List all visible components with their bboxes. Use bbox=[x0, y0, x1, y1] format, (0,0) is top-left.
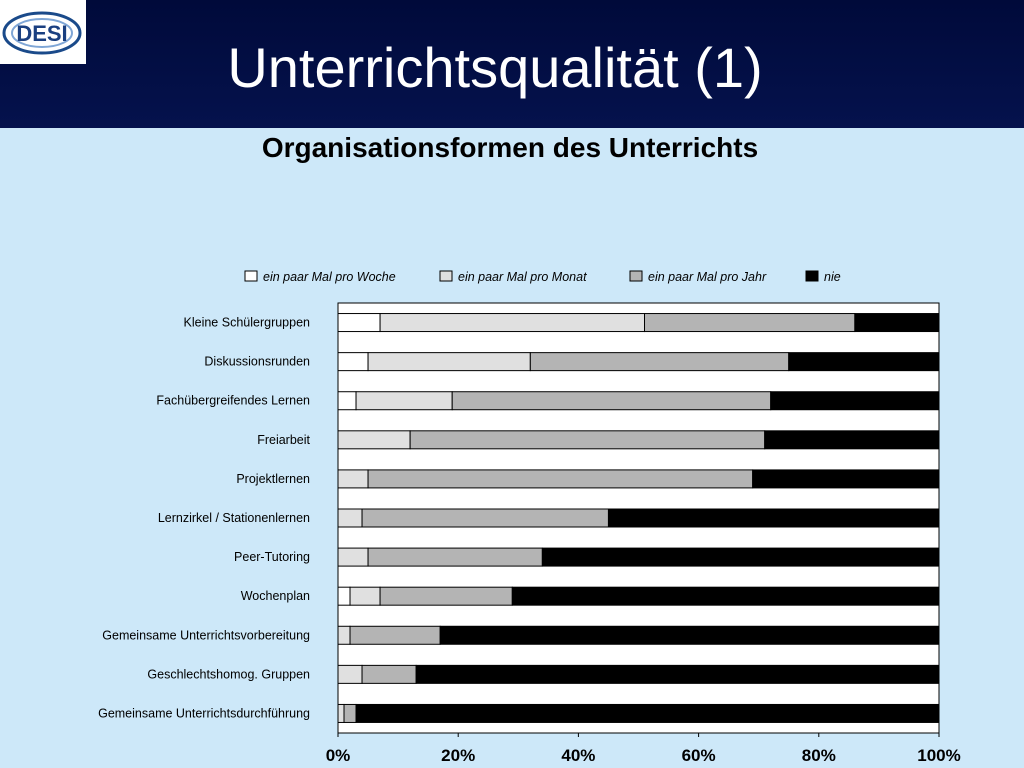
chart-title: Organisationsformen des Unterrichts bbox=[261, 132, 759, 163]
logo-icon: DESI bbox=[2, 11, 82, 55]
bar-segment bbox=[337, 430, 411, 450]
bar-segment bbox=[337, 352, 369, 372]
bar-segment bbox=[379, 313, 646, 333]
legend-label: ein paar Mal pro Woche bbox=[263, 270, 396, 284]
bar-segment bbox=[337, 469, 369, 489]
bar-segment bbox=[854, 313, 940, 333]
bar-segment bbox=[451, 391, 772, 411]
category-label: Gemeinsame Unterrichtsdurchführung bbox=[98, 706, 310, 720]
bar-segment bbox=[337, 508, 363, 528]
x-tick-label: 100% bbox=[917, 746, 960, 765]
legend-label: ein paar Mal pro Monat bbox=[458, 270, 587, 284]
category-label: Freiarbeit bbox=[257, 433, 310, 447]
bar-segment bbox=[409, 430, 766, 450]
x-tick-label: 80% bbox=[802, 746, 836, 765]
x-tick-label: 20% bbox=[441, 746, 475, 765]
category-label: Wochenplan bbox=[241, 589, 310, 603]
category-label: Projektlernen bbox=[236, 472, 310, 486]
bar-segment bbox=[337, 625, 351, 645]
bar-segment bbox=[337, 664, 363, 684]
category-label: Peer-Tutoring bbox=[234, 550, 310, 564]
legend-label: ein paar Mal pro Jahr bbox=[648, 270, 767, 284]
legend-swatch bbox=[439, 270, 453, 282]
x-tick-label: 60% bbox=[682, 746, 716, 765]
bar-segment bbox=[337, 586, 351, 606]
logo-text: DESI bbox=[16, 21, 67, 46]
bar-segment bbox=[541, 547, 940, 567]
legend-swatch bbox=[629, 270, 643, 282]
bar-segment bbox=[367, 547, 543, 567]
bar-segment bbox=[337, 703, 345, 723]
bar-segment bbox=[355, 703, 940, 723]
x-tick-label: 40% bbox=[561, 746, 595, 765]
legend-swatch bbox=[244, 270, 258, 282]
bar-segment bbox=[337, 391, 357, 411]
bar-segment bbox=[367, 469, 754, 489]
category-label: Geschlechtshomog. Gruppen bbox=[147, 667, 310, 681]
bar-segment bbox=[361, 508, 609, 528]
bar-segment bbox=[337, 313, 381, 333]
legend-swatch bbox=[805, 270, 819, 282]
x-tick-label: 0% bbox=[326, 746, 351, 765]
bar-segment bbox=[770, 391, 940, 411]
bar-segment bbox=[349, 586, 381, 606]
bar-segment bbox=[349, 625, 441, 645]
bar-segment bbox=[788, 352, 940, 372]
category-label: Diskussionsrunden bbox=[204, 355, 310, 369]
category-label: Fachübergreifendes Lernen bbox=[156, 394, 310, 408]
bar-segment bbox=[355, 391, 453, 411]
category-label: Lernzirkel / Stationenlernen bbox=[158, 511, 310, 525]
bar-segment bbox=[529, 352, 790, 372]
bar-segment bbox=[367, 352, 531, 372]
bar-segment bbox=[439, 625, 940, 645]
header-bar: DESI Unterrichtsqualität (1) bbox=[0, 0, 1024, 128]
desi-logo: DESI bbox=[0, 0, 86, 64]
bar-segment bbox=[343, 703, 357, 723]
bar-segment bbox=[752, 469, 940, 489]
category-label: Gemeinsame Unterrichtsvorbereitung bbox=[102, 628, 310, 642]
bar-segment bbox=[644, 313, 856, 333]
category-label: Kleine Schülergruppen bbox=[184, 316, 311, 330]
bar-segment bbox=[607, 508, 940, 528]
bar-segment bbox=[361, 664, 417, 684]
legend-label: nie bbox=[824, 270, 841, 284]
bar-segment bbox=[337, 547, 369, 567]
bar-segment bbox=[764, 430, 940, 450]
bar-segment bbox=[415, 664, 940, 684]
page-title: Unterrichtsqualität (1) bbox=[227, 36, 763, 99]
bar-segment bbox=[379, 586, 513, 606]
bar-segment bbox=[511, 586, 940, 606]
